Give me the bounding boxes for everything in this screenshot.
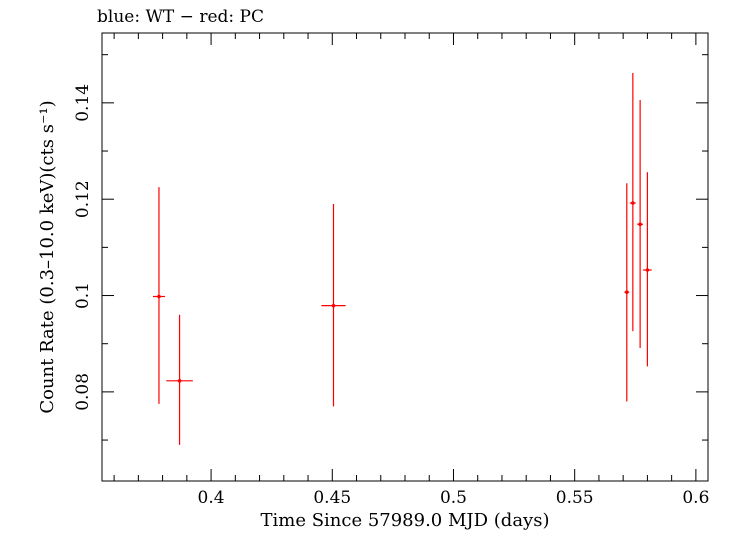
data-point	[152, 187, 166, 404]
data-point	[624, 183, 630, 402]
data-marker	[624, 290, 629, 294]
data-point	[643, 172, 652, 367]
y-tick-label: 0.08	[73, 373, 93, 411]
plot-frame	[101, 32, 709, 482]
x-tick-label: 0.45	[313, 488, 351, 508]
y-tick-label: 0.12	[73, 180, 93, 218]
x-tick-label: 0.5	[440, 488, 467, 508]
y-tick-label: 0.1	[73, 282, 93, 309]
data-point	[637, 99, 644, 349]
y-axis-ticks: 0.08 0.1 0.12 0.14	[73, 54, 708, 441]
data-marker	[638, 222, 642, 227]
x-tick-label: 0.55	[556, 488, 594, 508]
data-point	[166, 314, 193, 445]
data-marker	[631, 201, 635, 205]
data-points	[152, 72, 652, 445]
y-axis-title: Count Rate (0.3–10.0 keV)(cts s⁻¹)	[37, 100, 58, 413]
data-marker	[157, 294, 161, 299]
data-marker	[331, 303, 336, 308]
data-point	[629, 72, 636, 332]
x-axis-ticks: 0.4 0.45 0.5 0.55 0.6	[113, 33, 709, 508]
data-point	[321, 204, 346, 407]
data-marker	[645, 268, 650, 272]
x-tick-label: 0.6	[682, 488, 709, 508]
y-tick-label: 0.14	[73, 84, 93, 122]
x-tick-label: 0.4	[198, 488, 225, 508]
x-axis-title: Time Since 57989.0 MJD (days)	[260, 510, 549, 531]
data-marker	[177, 379, 182, 383]
chart-title: blue: WT − red: PC	[97, 7, 264, 27]
